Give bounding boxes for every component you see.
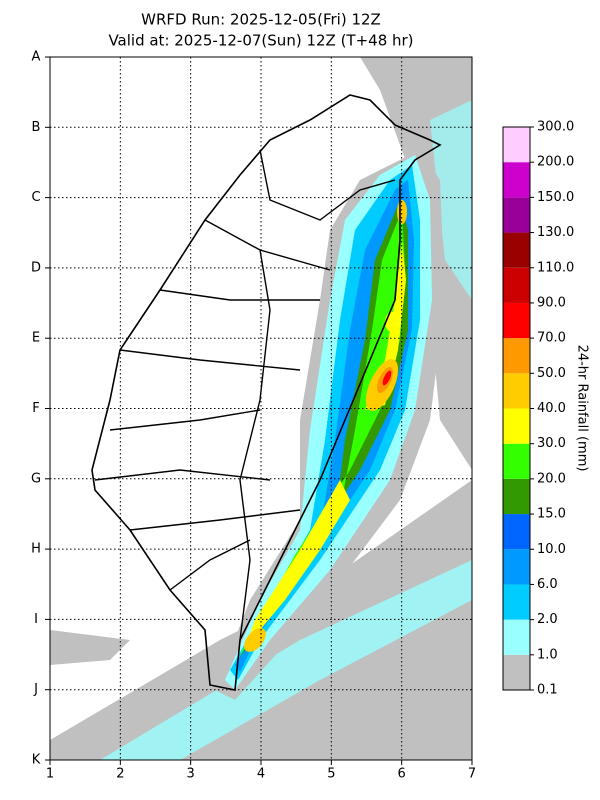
row-label: H xyxy=(31,542,41,557)
colorbar-label: 15.0 xyxy=(537,507,566,522)
col-label: 3 xyxy=(187,767,195,782)
row-label: E xyxy=(32,331,40,346)
colorbar-label: 30.0 xyxy=(537,436,566,451)
colorbar-label: 70.0 xyxy=(537,331,566,346)
colorbar-label: 110.0 xyxy=(537,260,574,275)
row-label: G xyxy=(31,471,41,486)
colorbar-box xyxy=(503,549,530,585)
col-label: 1 xyxy=(46,767,54,782)
colorbar-box xyxy=(503,408,530,444)
colorbar-box xyxy=(503,127,530,163)
colorbar-box xyxy=(503,162,530,198)
row-label: J xyxy=(33,682,38,697)
colorbar-box xyxy=(503,232,530,268)
colorbar-label: 0.1 xyxy=(537,683,558,698)
colorbar-box xyxy=(503,197,530,233)
colorbar-label: 50.0 xyxy=(537,366,566,381)
row-label: K xyxy=(32,753,41,768)
colorbar-box xyxy=(503,619,530,655)
colorbar-title: 24-hr Rainfall (mm) xyxy=(575,345,590,472)
colorbar-box xyxy=(503,514,530,550)
colorbar-label: 40.0 xyxy=(537,401,566,416)
col-label: 5 xyxy=(327,767,335,782)
row-label: C xyxy=(31,190,40,205)
colorbar-label: 200.0 xyxy=(537,155,574,170)
subtitle: Valid at: 2025-12-07(Sun) 12Z (T+48 hr) xyxy=(108,32,413,50)
row-label: A xyxy=(32,50,41,65)
col-label: 4 xyxy=(257,767,265,782)
colorbar-label: 20.0 xyxy=(537,471,566,486)
colorbar-box xyxy=(503,478,530,515)
colorbar-box xyxy=(503,443,530,479)
row-label: F xyxy=(32,401,39,416)
colorbar-box xyxy=(503,654,530,690)
title: WRFD Run: 2025-12-05(Fri) 12Z xyxy=(141,11,381,29)
colorbar-label: 10.0 xyxy=(537,542,566,557)
row-label: D xyxy=(31,260,41,275)
row-label: I xyxy=(34,612,38,627)
colorbar-label: 2.0 xyxy=(537,612,558,627)
colorbar-box xyxy=(503,584,530,620)
colorbar-label: 6.0 xyxy=(537,577,558,592)
col-label: 2 xyxy=(116,767,124,782)
colorbar-label: 130.0 xyxy=(537,225,574,240)
col-label: 6 xyxy=(398,767,406,782)
colorbar-label: 300.0 xyxy=(537,120,574,135)
col-label: 7 xyxy=(468,767,476,782)
colorbar-label: 150.0 xyxy=(537,190,574,205)
colorbar-box xyxy=(503,302,530,339)
colorbar-box xyxy=(503,267,530,303)
colorbar-box xyxy=(503,373,530,409)
row-label: B xyxy=(32,120,41,135)
colorbar-label: 90.0 xyxy=(537,295,566,310)
colorbar-label: 1.0 xyxy=(537,647,558,662)
colorbar-box xyxy=(503,338,530,374)
